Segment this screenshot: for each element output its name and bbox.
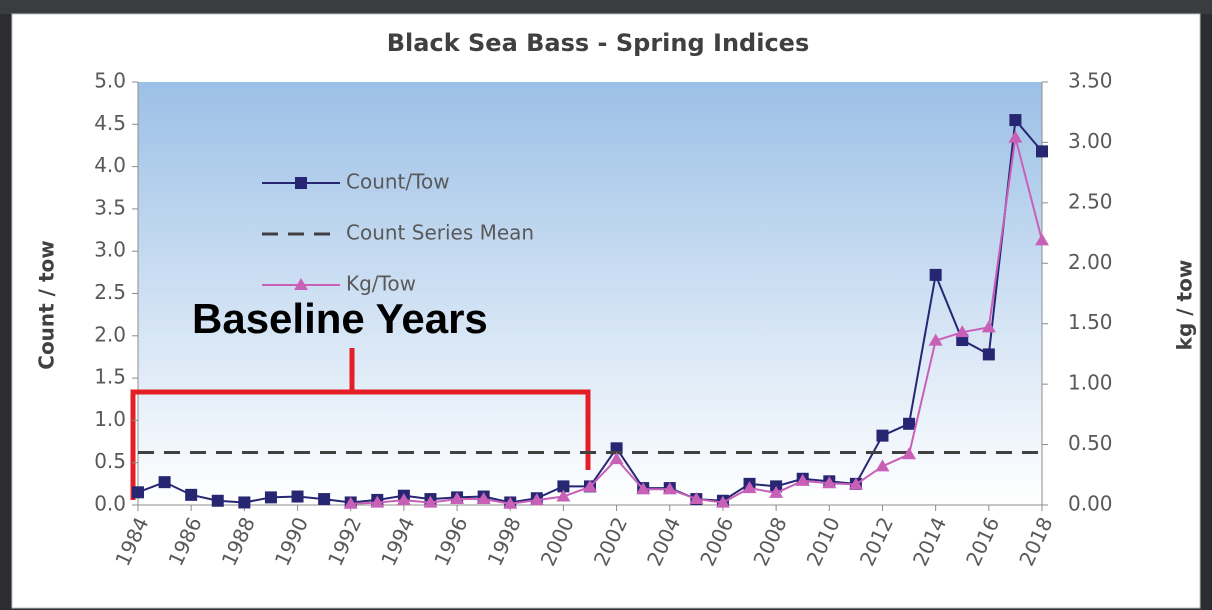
y2-tick-label: 2.00 <box>1068 250 1113 274</box>
data-point <box>211 494 224 507</box>
y-tick-label: 0.5 <box>94 449 126 473</box>
y2-tick-label: 0.50 <box>1068 431 1113 455</box>
data-point <box>583 479 597 492</box>
data-point <box>928 333 943 346</box>
data-point <box>636 482 651 495</box>
data-point <box>848 477 863 490</box>
y2-tick-label: 3.00 <box>1068 129 1113 153</box>
data-point <box>556 489 571 502</box>
legend-label: Kg/Tow <box>346 272 416 296</box>
data-point <box>955 325 970 338</box>
y-tick-label: 3.0 <box>94 238 126 262</box>
legend-label: Count Series Mean <box>346 221 534 245</box>
data-point <box>929 268 942 281</box>
data-point <box>264 491 277 504</box>
data-point <box>742 481 757 494</box>
data-point <box>981 320 996 333</box>
y-tick-label: 2.5 <box>94 280 126 304</box>
y-tick-label: 4.0 <box>94 153 126 177</box>
annotation: Baseline Years <box>192 295 488 342</box>
data-point <box>450 491 465 504</box>
y2-tick-label: 1.50 <box>1068 310 1113 334</box>
y2-tick-label: 3.50 <box>1068 69 1113 93</box>
data-point <box>662 482 677 495</box>
legend-marker <box>294 278 308 290</box>
data-point <box>476 491 491 504</box>
y-tick-label: 0.0 <box>94 492 126 516</box>
data-point <box>423 495 438 508</box>
data-point <box>1036 145 1048 158</box>
y-tick-label: 4.5 <box>94 111 126 135</box>
y2-tick-label: 0.00 <box>1068 492 1113 516</box>
data-point <box>557 480 570 493</box>
data-point <box>902 447 917 460</box>
data-point <box>343 496 358 509</box>
legend-label: Count/Tow <box>346 170 450 194</box>
data-point <box>370 495 385 508</box>
data-point <box>875 459 890 472</box>
data-point <box>769 485 784 498</box>
data-point <box>609 452 624 465</box>
data-point <box>396 493 411 506</box>
chart-title: Black Sea Bass - Spring Indices <box>387 29 809 57</box>
data-point <box>689 491 704 504</box>
data-point <box>795 473 810 486</box>
data-point <box>876 429 889 442</box>
y-tick-label: 2.0 <box>94 322 126 346</box>
data-point <box>503 496 518 509</box>
data-point <box>1009 114 1022 127</box>
data-point <box>822 476 837 489</box>
y-tick-label: 5.0 <box>94 69 126 93</box>
data-point <box>158 476 171 489</box>
data-point <box>982 348 995 361</box>
backdrop <box>0 0 1212 14</box>
y-tick-label: 1.5 <box>94 365 126 389</box>
data-point <box>132 486 144 499</box>
y-tick-label: 3.5 <box>94 195 126 219</box>
baseline-bracket <box>130 348 591 500</box>
y2-axis-label: kg / tow <box>1173 260 1197 351</box>
y2-tick-label: 2.50 <box>1068 189 1113 213</box>
data-point <box>1008 130 1023 143</box>
data-point <box>529 493 544 506</box>
data-point <box>318 493 331 506</box>
data-point <box>238 496 251 509</box>
data-point <box>903 417 916 430</box>
data-point <box>1035 233 1049 246</box>
y-axis-label: Count / tow <box>35 240 59 369</box>
data-point <box>715 495 730 508</box>
y2-tick-label: 1.00 <box>1068 371 1113 395</box>
data-point <box>291 490 304 503</box>
legend-marker <box>295 177 307 189</box>
y-tick-label: 1.0 <box>94 407 126 431</box>
data-point <box>185 488 198 501</box>
